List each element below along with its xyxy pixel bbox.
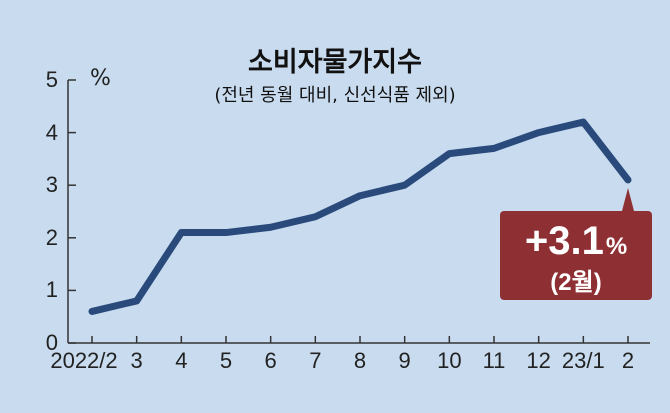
callout-value: +3.1 <box>524 219 604 263</box>
x-tick-label: 12 <box>526 348 551 373</box>
x-tick-label: 4 <box>175 348 188 373</box>
y-tick-label: 3 <box>45 172 58 198</box>
x-tick-label: 7 <box>309 348 322 373</box>
y-tick-label: 2 <box>45 224 58 250</box>
x-tick-label: 8 <box>353 348 367 373</box>
y-axis-unit: % <box>90 66 111 91</box>
callout-value-line: +3.1% <box>500 219 652 269</box>
callout-pointer <box>622 187 634 211</box>
x-tick-label: 3 <box>130 348 143 373</box>
y-tick-label: 5 <box>45 67 58 92</box>
x-tick-label: 5 <box>219 348 233 373</box>
y-tick-label: 1 <box>45 277 58 303</box>
x-tick-label: 23/1 <box>561 348 605 373</box>
chart-subtitle: (전년 동월 대비, 신선식품 제외) <box>214 85 456 106</box>
x-tick-label: 9 <box>398 348 411 373</box>
callout-note: (2월) <box>550 269 602 296</box>
x-tick-label: 2022/2 <box>50 348 118 373</box>
y-tick-label: 0 <box>45 330 58 355</box>
x-tick-label: 2 <box>621 348 635 373</box>
latest-value-callout: +3.1% (2월) <box>500 211 652 300</box>
callout-unit: % <box>605 233 628 260</box>
y-tick-label: 4 <box>45 119 58 145</box>
x-tick-label: 6 <box>264 348 277 373</box>
chart-title: 소비자물가지수 <box>248 47 422 78</box>
series-line <box>88 118 632 315</box>
x-tick-label: 10 <box>437 348 462 373</box>
x-tick-label: 11 <box>482 348 506 373</box>
